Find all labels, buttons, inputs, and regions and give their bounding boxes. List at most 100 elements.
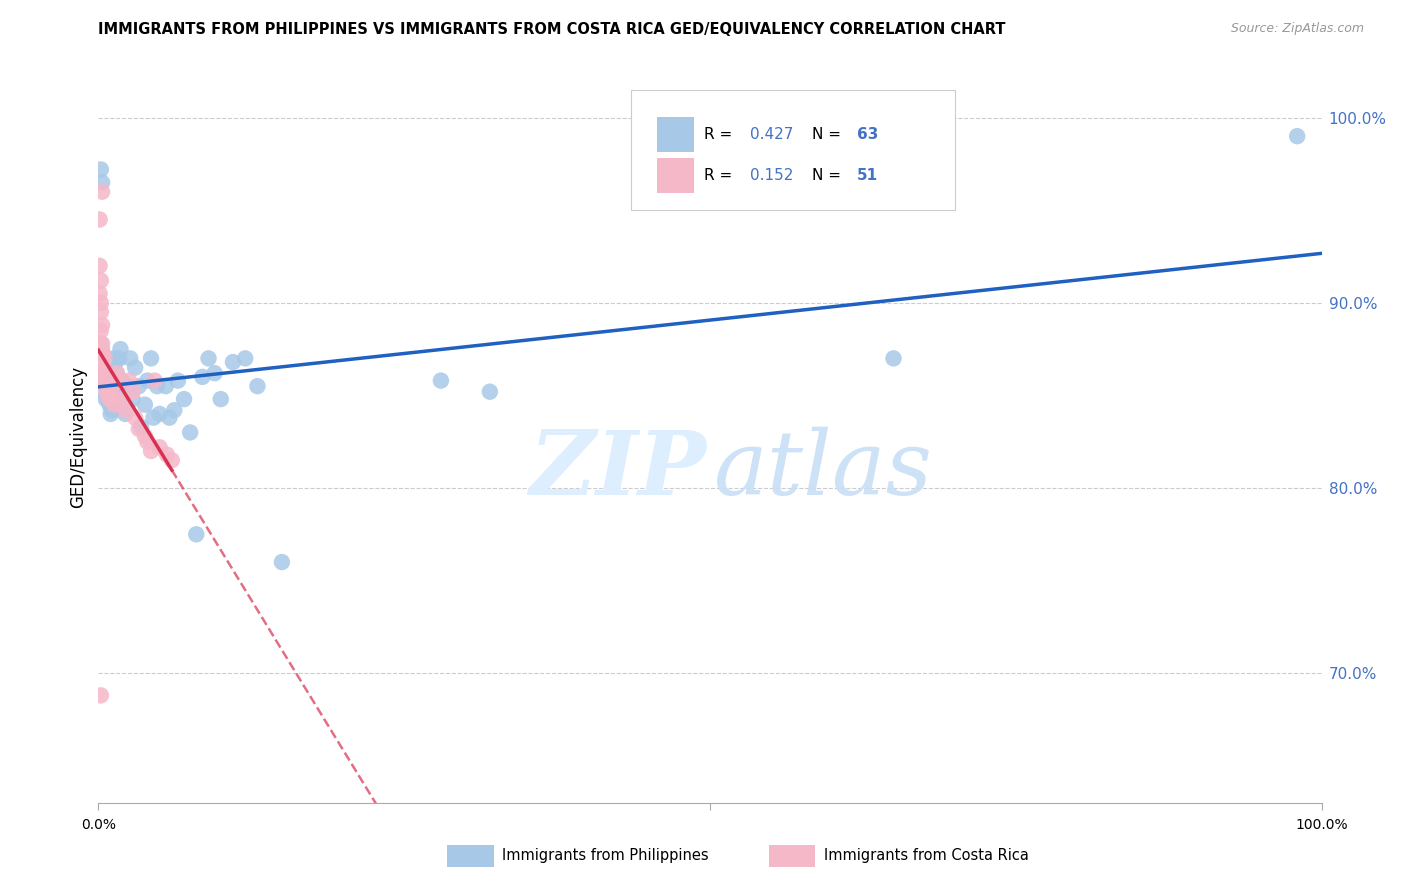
Point bbox=[167, 374, 190, 388]
Point bbox=[91, 176, 114, 190]
FancyBboxPatch shape bbox=[658, 117, 695, 152]
Point bbox=[98, 379, 121, 393]
Point bbox=[136, 434, 159, 449]
Point bbox=[98, 374, 121, 388]
Point bbox=[114, 407, 136, 421]
Point bbox=[104, 355, 127, 369]
Point bbox=[107, 379, 129, 393]
Text: 63: 63 bbox=[856, 128, 879, 143]
Point bbox=[124, 360, 146, 375]
Text: 51: 51 bbox=[856, 169, 877, 184]
Point bbox=[90, 305, 112, 319]
Point bbox=[186, 527, 208, 541]
Y-axis label: GED/Equivalency: GED/Equivalency bbox=[69, 366, 87, 508]
Point bbox=[103, 398, 125, 412]
Text: ZIP: ZIP bbox=[530, 426, 706, 513]
Point bbox=[93, 351, 115, 366]
Text: atlas: atlas bbox=[714, 426, 932, 514]
Point bbox=[173, 392, 195, 406]
FancyBboxPatch shape bbox=[769, 846, 815, 867]
Point bbox=[93, 379, 115, 393]
Point bbox=[139, 351, 162, 366]
Point bbox=[89, 259, 111, 273]
Point bbox=[94, 366, 117, 380]
Point bbox=[91, 348, 114, 362]
Point bbox=[89, 212, 111, 227]
Point bbox=[97, 388, 120, 402]
Text: Immigrants from Costa Rica: Immigrants from Costa Rica bbox=[824, 848, 1029, 863]
Point bbox=[90, 274, 112, 288]
Point bbox=[97, 374, 120, 388]
Text: Source: ZipAtlas.com: Source: ZipAtlas.com bbox=[1230, 22, 1364, 36]
FancyBboxPatch shape bbox=[658, 158, 695, 193]
Point bbox=[91, 360, 114, 375]
Point bbox=[139, 444, 162, 458]
Point bbox=[883, 351, 905, 366]
Point bbox=[204, 366, 226, 380]
Point bbox=[124, 410, 146, 425]
Point bbox=[197, 351, 219, 366]
Point bbox=[90, 336, 112, 351]
Point bbox=[94, 374, 117, 388]
Point bbox=[94, 379, 117, 393]
Point bbox=[430, 374, 453, 388]
Text: R =: R = bbox=[704, 169, 737, 184]
Text: N =: N = bbox=[811, 169, 845, 184]
Point bbox=[155, 379, 177, 393]
Text: 100.0%: 100.0% bbox=[1295, 818, 1348, 831]
Text: N =: N = bbox=[811, 128, 845, 143]
Point bbox=[91, 336, 114, 351]
Point bbox=[108, 351, 131, 366]
Text: 0.0%: 0.0% bbox=[82, 818, 115, 831]
Point bbox=[146, 379, 169, 393]
Point bbox=[91, 348, 114, 362]
Point bbox=[91, 366, 114, 380]
Point bbox=[143, 374, 166, 388]
Point bbox=[90, 162, 112, 177]
Point bbox=[93, 366, 115, 380]
Text: 0.427: 0.427 bbox=[751, 128, 794, 143]
Point bbox=[121, 392, 143, 406]
Point bbox=[134, 429, 156, 443]
Point bbox=[118, 374, 141, 388]
Point bbox=[91, 318, 114, 332]
Point bbox=[105, 366, 128, 380]
Point bbox=[191, 370, 214, 384]
Point bbox=[149, 407, 172, 421]
Point bbox=[90, 295, 112, 310]
Point bbox=[96, 360, 118, 375]
Point bbox=[90, 342, 112, 356]
Point bbox=[100, 379, 122, 393]
Point bbox=[98, 392, 121, 406]
Text: Immigrants from Philippines: Immigrants from Philippines bbox=[502, 848, 709, 863]
Point bbox=[90, 324, 112, 338]
Point bbox=[149, 440, 172, 454]
Point bbox=[121, 384, 143, 399]
Point bbox=[98, 398, 121, 412]
Point bbox=[233, 351, 256, 366]
Point bbox=[136, 374, 159, 388]
FancyBboxPatch shape bbox=[447, 846, 494, 867]
Point bbox=[111, 392, 134, 406]
Point bbox=[156, 448, 179, 462]
Point bbox=[101, 392, 124, 406]
Point bbox=[100, 384, 122, 399]
Point bbox=[96, 379, 118, 393]
Point bbox=[94, 366, 117, 380]
Point bbox=[93, 370, 115, 384]
Point bbox=[93, 351, 115, 366]
Text: IMMIGRANTS FROM PHILIPPINES VS IMMIGRANTS FROM COSTA RICA GED/EQUIVALENCY CORREL: IMMIGRANTS FROM PHILIPPINES VS IMMIGRANT… bbox=[98, 22, 1005, 37]
Point bbox=[478, 384, 501, 399]
Point bbox=[1286, 129, 1309, 144]
Point bbox=[100, 370, 122, 384]
FancyBboxPatch shape bbox=[630, 90, 955, 211]
Point bbox=[179, 425, 201, 440]
Point bbox=[91, 185, 114, 199]
Point bbox=[97, 392, 120, 406]
Point bbox=[108, 374, 131, 388]
Point bbox=[94, 392, 117, 406]
Point bbox=[101, 379, 124, 393]
Point bbox=[246, 379, 269, 393]
Point bbox=[120, 351, 142, 366]
Point bbox=[111, 374, 134, 388]
